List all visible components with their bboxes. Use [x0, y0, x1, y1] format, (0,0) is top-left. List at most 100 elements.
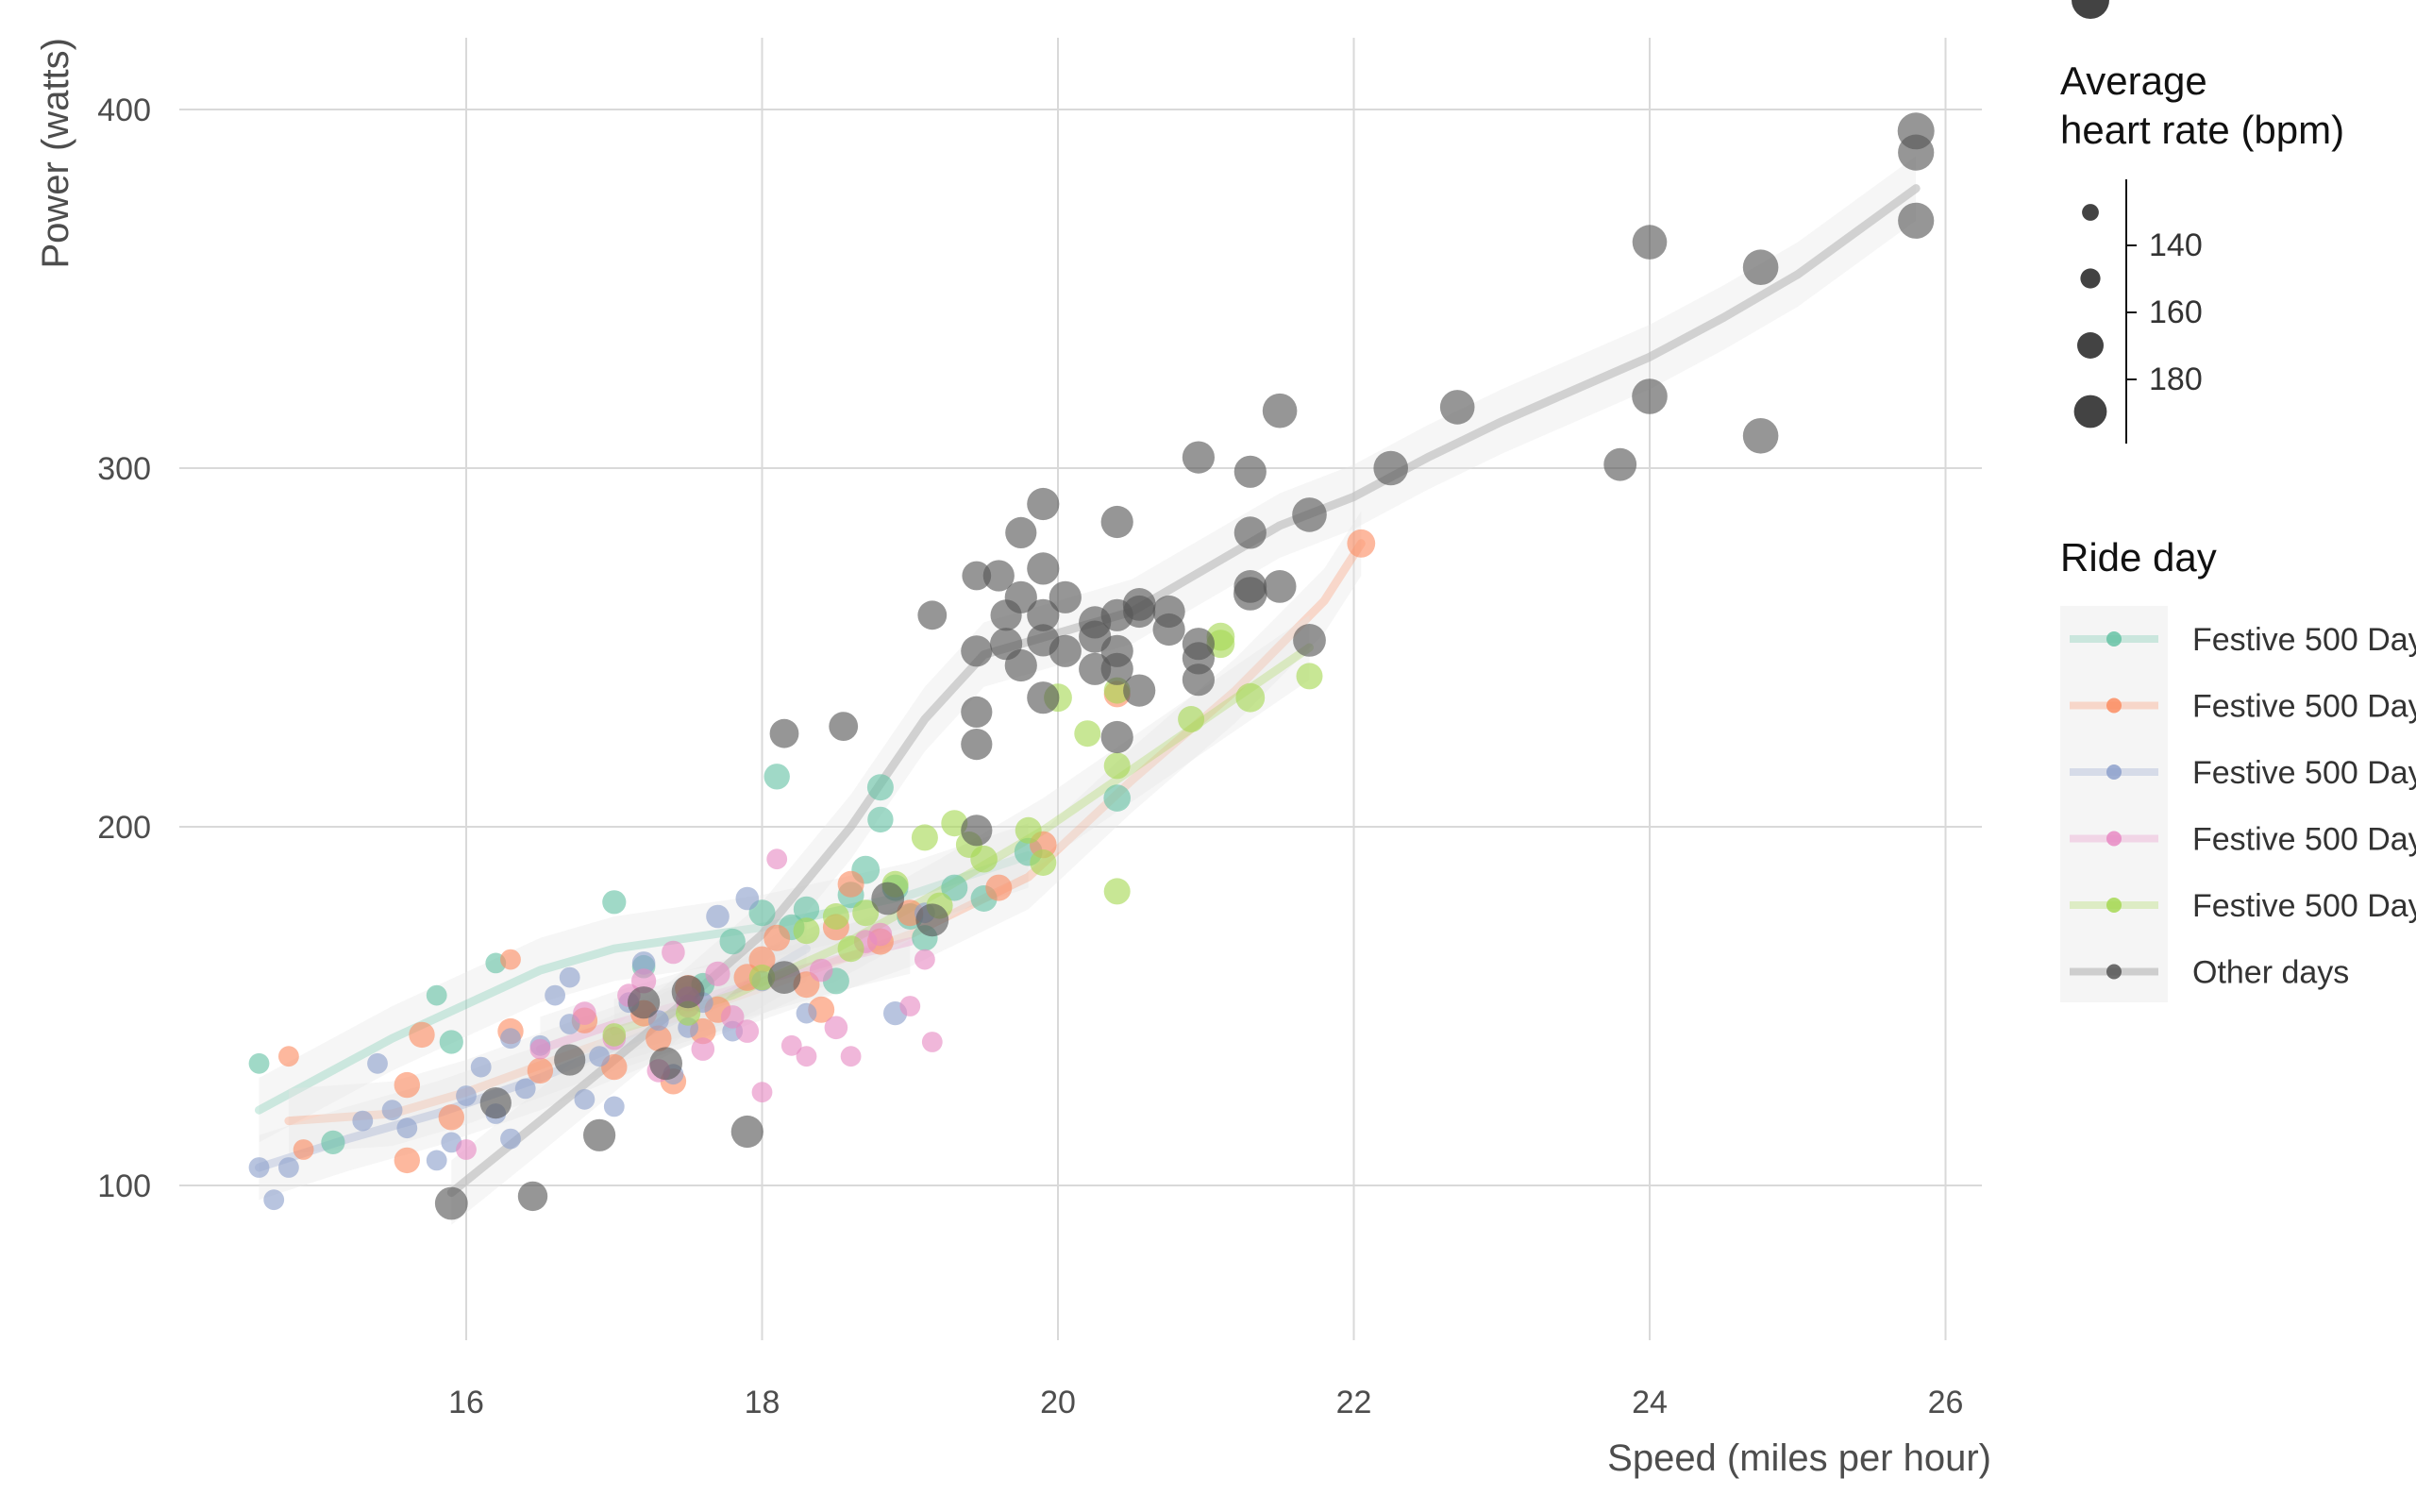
data-point — [706, 904, 730, 929]
size-legend-label: 180 — [2149, 361, 2203, 397]
data-point — [1004, 648, 1037, 682]
data-point — [866, 774, 894, 801]
data-point — [982, 560, 1015, 592]
data-point — [381, 1100, 403, 1121]
data-point — [793, 917, 820, 945]
data-point — [1347, 529, 1376, 558]
data-point — [809, 958, 833, 983]
data-point — [1206, 630, 1235, 659]
color-legend-swatch — [2106, 697, 2122, 714]
data-point — [527, 1057, 554, 1084]
y-tick-label: 400 — [97, 92, 151, 128]
data-point — [1292, 497, 1327, 532]
data-point — [554, 1044, 586, 1076]
data-point — [574, 1088, 596, 1110]
data-point — [367, 1052, 388, 1074]
data-point — [1742, 249, 1779, 286]
color-legend-swatch — [2106, 898, 2122, 913]
data-point — [1103, 677, 1131, 704]
smooth-line — [255, 850, 1033, 1115]
data-point — [915, 903, 949, 937]
confidence-band — [540, 909, 911, 1082]
data-point — [1103, 878, 1131, 905]
x-tick-label: 22 — [1336, 1385, 1372, 1420]
data-point — [662, 940, 685, 965]
color-legend: Ride day Festive 500 Day 1Festive 500 Da… — [2060, 535, 2416, 1002]
data-point — [671, 975, 705, 1009]
data-point — [1027, 552, 1060, 585]
data-point — [763, 924, 791, 951]
data-point — [438, 1104, 464, 1131]
data-point — [769, 718, 799, 748]
data-point — [321, 1130, 345, 1154]
data-point — [545, 984, 565, 1006]
color-legend-label: Festive 500 Day 3 — [2192, 755, 2416, 791]
data-point — [941, 874, 968, 901]
data-points — [248, 112, 1935, 1220]
data-point — [1027, 598, 1060, 631]
confidence-band — [259, 916, 807, 1201]
data-point — [961, 729, 993, 761]
data-point — [1015, 816, 1042, 844]
data-point — [1632, 378, 1668, 414]
data-point — [352, 1110, 374, 1132]
data-point — [573, 1001, 596, 1025]
data-point — [1373, 450, 1408, 486]
data-point — [1263, 570, 1297, 603]
data-point — [396, 1117, 418, 1139]
data-point — [1293, 624, 1326, 657]
data-point — [1233, 577, 1267, 611]
data-point — [985, 874, 1013, 901]
data-point — [1074, 720, 1101, 748]
data-point — [961, 815, 993, 847]
data-point — [796, 1002, 817, 1024]
x-tick-label: 24 — [1632, 1385, 1668, 1420]
color-legend-key-background — [2060, 606, 2168, 1002]
data-point — [962, 561, 992, 591]
color-legend-label: Festive 500 Day 5 — [2192, 888, 2416, 924]
data-point — [589, 1046, 610, 1067]
data-point — [1296, 663, 1323, 690]
data-point — [748, 946, 776, 973]
data-point — [439, 1030, 463, 1054]
size-legend-title-line-1: Average — [2060, 59, 2207, 103]
color-legend-swatch — [2106, 964, 2122, 980]
size-legend-key — [2080, 268, 2101, 289]
data-point — [1439, 390, 1475, 425]
data-point — [917, 600, 948, 630]
data-point — [899, 996, 921, 1016]
color-legend-label: Festive 500 Day 1 — [2192, 622, 2416, 658]
data-point — [911, 824, 938, 851]
data-point — [796, 1046, 817, 1067]
color-legend-label: Festive 500 Day 2 — [2192, 689, 2416, 725]
data-point — [631, 968, 657, 994]
data-point — [248, 1052, 270, 1074]
data-point — [766, 848, 788, 870]
data-point — [921, 1032, 943, 1052]
data-point — [824, 1016, 848, 1040]
data-point — [705, 961, 730, 986]
data-point — [735, 1019, 760, 1043]
data-point — [456, 1139, 477, 1160]
data-point — [500, 1028, 521, 1050]
data-point — [559, 966, 580, 988]
confidence-band — [451, 156, 1917, 1225]
data-point — [1235, 682, 1266, 713]
data-point — [780, 1034, 802, 1056]
y-tick-label: 100 — [97, 1168, 151, 1204]
data-point — [871, 882, 905, 916]
data-point — [1100, 505, 1133, 539]
data-point — [1262, 393, 1298, 428]
data-point — [602, 890, 627, 915]
data-point — [583, 1118, 616, 1151]
color-legend-title: Ride day — [2060, 535, 2217, 580]
data-point — [1182, 441, 1215, 474]
color-legend-items: Festive 500 Day 1 Festive 500 Day 2 Festiv… — [2060, 606, 2416, 1002]
data-point — [1103, 784, 1131, 812]
x-tick-label: 26 — [1928, 1385, 1964, 1420]
data-point — [1030, 849, 1057, 876]
data-point — [426, 1150, 447, 1171]
data-point — [1233, 455, 1267, 488]
data-point — [720, 1005, 745, 1029]
